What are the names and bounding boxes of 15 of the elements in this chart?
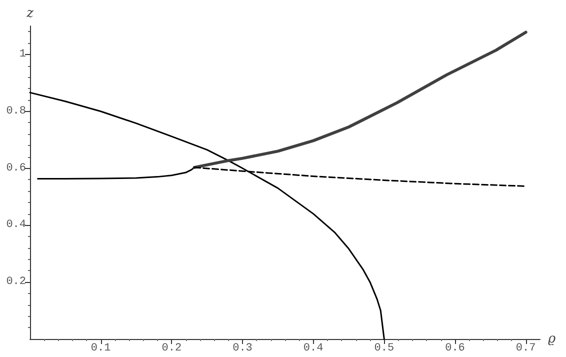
y-tick-label: 1 <box>19 48 26 60</box>
x-tick-label: 0.6 <box>445 342 465 354</box>
x-tick-label: 0.5 <box>374 342 394 354</box>
line-series <box>192 30 528 169</box>
x-tick-label: 0.2 <box>162 342 182 354</box>
y-tick-label: 0.6 <box>6 162 26 174</box>
y-axis-title: z <box>26 6 34 21</box>
x-tick-label: 0.4 <box>303 342 324 354</box>
x-tick-label: 0.1 <box>90 342 112 354</box>
y-tick-label: 0.8 <box>6 105 26 118</box>
y-tick-label: 0.4 <box>6 219 26 232</box>
x-tick-label: 0.7 <box>516 342 536 354</box>
x-tick-label: 0.3 <box>232 342 252 354</box>
x-axis-title: ϱ <box>548 332 556 346</box>
y-tick-label: 0.2 <box>6 276 26 288</box>
